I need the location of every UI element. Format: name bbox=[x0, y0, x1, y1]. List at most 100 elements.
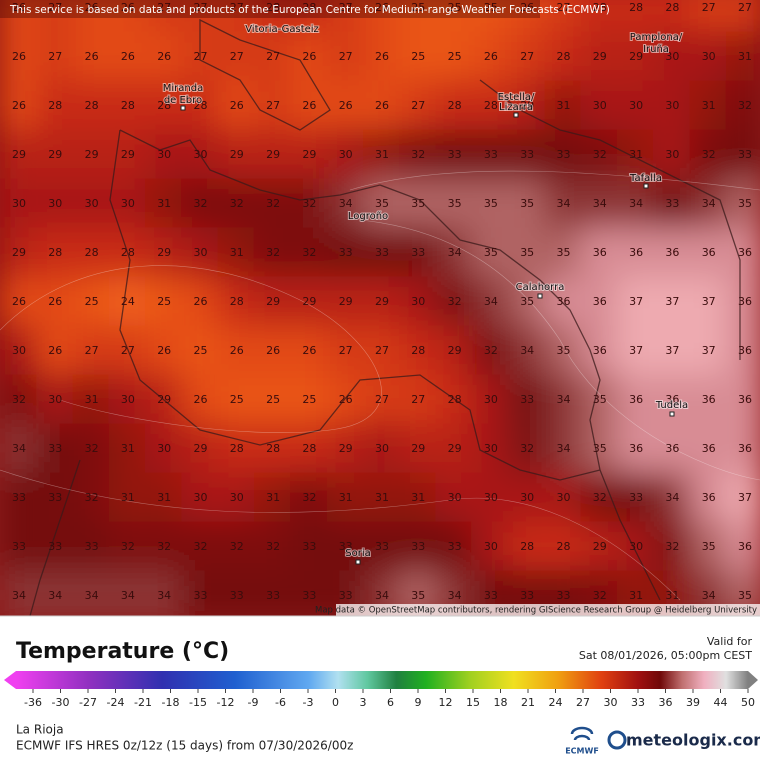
temperature-cell bbox=[689, 521, 728, 573]
temperature-cell bbox=[399, 472, 438, 524]
temperature-cell bbox=[0, 374, 39, 426]
grid-value: 32 bbox=[593, 148, 607, 161]
grid-value: 26 bbox=[302, 344, 316, 357]
temperature-cell bbox=[72, 325, 111, 377]
grid-value: 30 bbox=[12, 344, 26, 357]
grid-value: 30 bbox=[12, 197, 26, 210]
city-marker bbox=[513, 112, 519, 118]
colorbar-end bbox=[4, 671, 16, 689]
grid-value: 32 bbox=[121, 540, 135, 553]
temperature-cell bbox=[181, 276, 220, 328]
grid-value: 28 bbox=[448, 99, 462, 112]
temperature-cell bbox=[36, 374, 75, 426]
temperature-cell bbox=[616, 472, 656, 524]
temperature-cell bbox=[36, 178, 75, 230]
grid-value: 26 bbox=[302, 50, 316, 63]
grid-value: 29 bbox=[48, 148, 62, 161]
colorbar-tick-label: 9 bbox=[415, 696, 422, 709]
grid-value: 37 bbox=[738, 491, 752, 504]
temperature-cell bbox=[217, 80, 256, 132]
temperature-cell bbox=[253, 325, 293, 377]
temperature-cell bbox=[326, 178, 365, 230]
valid-time: Sat 08/01/2026, 05:00pm CEST bbox=[579, 649, 752, 662]
grid-value: 26 bbox=[375, 99, 389, 112]
temperature-cell bbox=[653, 374, 692, 426]
colorbar-tick-label: 0 bbox=[332, 696, 339, 709]
temperature-cell bbox=[435, 521, 474, 573]
grid-value: 36 bbox=[665, 393, 679, 406]
grid-value: 33 bbox=[448, 148, 462, 161]
temperature-cell bbox=[145, 31, 184, 83]
grid-value: 25 bbox=[302, 393, 316, 406]
grid-value: 33 bbox=[266, 589, 280, 602]
grid-value: 25 bbox=[448, 1, 462, 14]
temperature-cell bbox=[36, 521, 75, 573]
grid-value: 28 bbox=[48, 99, 62, 112]
grid-value: 31 bbox=[339, 491, 353, 504]
grid-value: 28 bbox=[121, 246, 135, 259]
colorbar-tick-label: -6 bbox=[275, 696, 286, 709]
grid-value: 33 bbox=[12, 540, 26, 553]
grid-value: 33 bbox=[85, 540, 99, 553]
temperature-cell bbox=[36, 472, 75, 524]
grid-value: 34 bbox=[85, 589, 99, 602]
grid-value: 33 bbox=[339, 540, 353, 553]
temperature-cell bbox=[36, 0, 75, 34]
temperature-cell bbox=[217, 227, 256, 279]
grid-value: 36 bbox=[702, 393, 716, 406]
temperature-cell bbox=[0, 521, 39, 573]
grid-value: 33 bbox=[48, 491, 62, 504]
city-label: Estella/ bbox=[498, 92, 535, 103]
grid-value: 26 bbox=[48, 295, 62, 308]
temperature-cell bbox=[616, 276, 656, 328]
grid-value: 25 bbox=[448, 50, 462, 63]
grid-value: 34 bbox=[448, 246, 462, 259]
grid-value: 29 bbox=[194, 442, 208, 455]
grid-value: 30 bbox=[85, 197, 99, 210]
grid-value: 27 bbox=[48, 50, 62, 63]
temperature-cell bbox=[0, 325, 39, 377]
grid-value: 32 bbox=[85, 442, 99, 455]
colorbar-tick-label: 6 bbox=[387, 696, 394, 709]
temperature-cell bbox=[290, 276, 329, 328]
temperature-cell bbox=[653, 0, 692, 34]
ecmwf-logo: ECMWF bbox=[565, 726, 599, 756]
temperature-cell bbox=[326, 227, 365, 279]
isotherms bbox=[0, 170, 760, 601]
temperature-cell bbox=[435, 276, 474, 328]
temperature-cell bbox=[181, 80, 220, 132]
grid-value: 29 bbox=[230, 148, 244, 161]
temperature-cell bbox=[471, 472, 511, 524]
grid-value: 27 bbox=[339, 344, 353, 357]
grid-value: 26 bbox=[157, 344, 171, 357]
grid-value: 32 bbox=[302, 197, 316, 210]
grid-value: 26 bbox=[12, 295, 26, 308]
grid-value: 35 bbox=[593, 442, 607, 455]
colorbar-tick-label: 12 bbox=[439, 696, 453, 709]
temperature-cell bbox=[580, 227, 619, 279]
grid-values: 26 27 26 26 27 27 27 28 28 27 26 25 25 25 26 27 28 28 28 27… bbox=[12, 1, 752, 602]
grid-value: 29 bbox=[121, 148, 135, 161]
grid-value: 25 bbox=[194, 344, 208, 357]
grid-value: 36 bbox=[665, 246, 679, 259]
temperature-cell bbox=[725, 129, 760, 181]
temperature-cell bbox=[145, 521, 184, 573]
grid-value: 32 bbox=[448, 295, 462, 308]
grid-value: 33 bbox=[375, 540, 389, 553]
grid-value: 35 bbox=[520, 246, 534, 259]
temperature-cell bbox=[471, 0, 511, 34]
temperature-cell bbox=[36, 276, 75, 328]
temperature-cell bbox=[725, 178, 760, 230]
grid-value: 36 bbox=[593, 246, 607, 259]
grid-value: 31 bbox=[411, 491, 425, 504]
grid-value: 31 bbox=[557, 99, 571, 112]
temperature-cell bbox=[399, 325, 438, 377]
grid-value: 35 bbox=[411, 197, 425, 210]
colorbar-end bbox=[748, 671, 758, 689]
temperature-cell bbox=[616, 521, 656, 573]
temperature-cell bbox=[253, 178, 293, 230]
grid-value: 35 bbox=[411, 589, 425, 602]
grid-value: 30 bbox=[557, 491, 571, 504]
grid-value: 31 bbox=[85, 393, 99, 406]
grid-value: 36 bbox=[738, 393, 752, 406]
